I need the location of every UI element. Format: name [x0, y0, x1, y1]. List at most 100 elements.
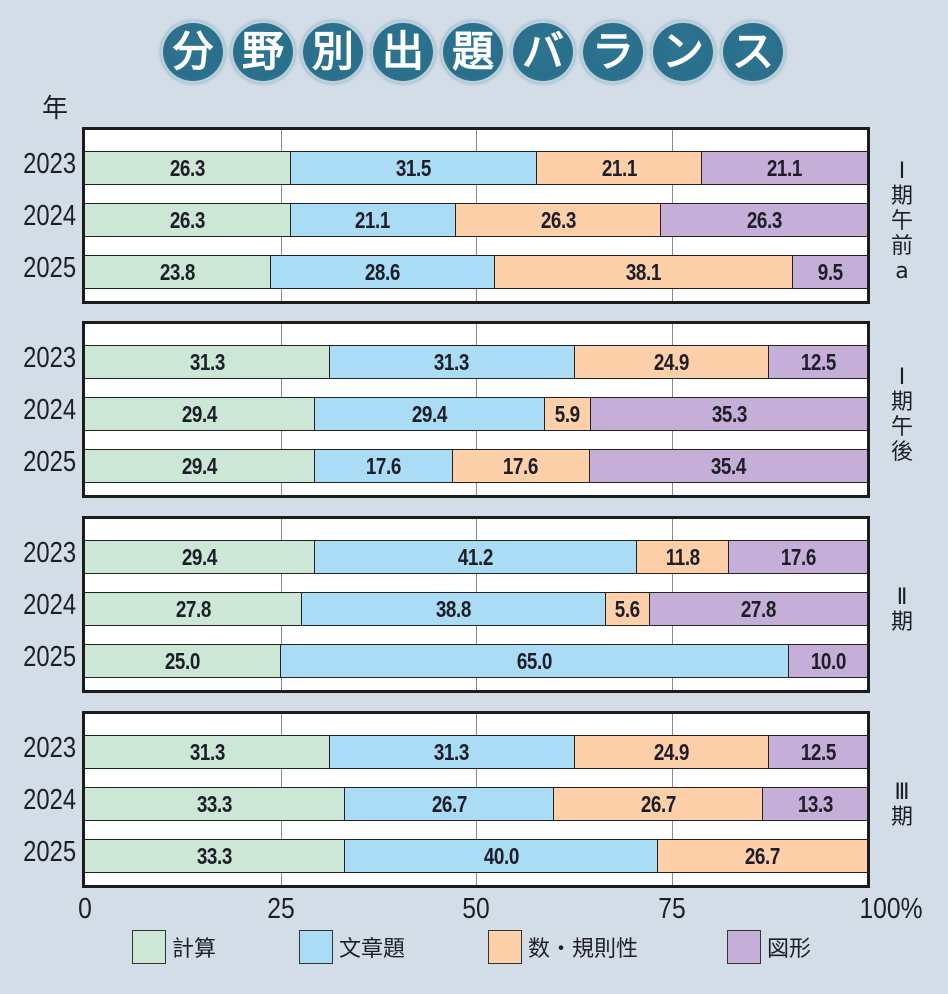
bar-segment-計算: 29.4: [85, 450, 315, 482]
legend-label: 計算: [172, 937, 217, 962]
data-label: 31.3: [434, 738, 470, 765]
data-label: 35.4: [711, 452, 747, 479]
legend-swatch: [488, 930, 522, 964]
bar-segment-数・規則性: 17.6: [452, 450, 591, 482]
bar-segment-文章題: 41.2: [314, 541, 638, 573]
bar-segment-計算: 26.3: [85, 152, 291, 184]
bar-segment-文章題: 31.3: [329, 736, 575, 768]
data-label: 65.0: [516, 647, 552, 674]
data-label: 12.5: [800, 348, 836, 375]
data-label: 33.3: [197, 790, 233, 817]
data-label: 27.8: [740, 595, 776, 622]
year-tick-label: 2024: [23, 589, 77, 621]
x-tick-label: 0: [78, 893, 92, 925]
bar-segment-数・規則性: 38.1: [494, 256, 793, 288]
bar-segment-図形: 21.1: [701, 152, 867, 184]
group-panel: 29.4 41.2 11.8 17.6 27.8 38.8 5.6 27.8 25.0 65.0 1…: [82, 516, 870, 693]
bar-segment-計算: 31.3: [85, 346, 330, 378]
legend-item: 計算: [132, 930, 216, 964]
group-panel: 31.3 31.3 24.9 12.5 29.4 29.4 5.9 35.3 29.4 17.6 1…: [82, 321, 870, 498]
bar-segment-図形: 9.5: [792, 256, 867, 288]
title-char-bubble: 野: [230, 20, 296, 84]
bar-segment-図形: 12.5: [769, 346, 867, 378]
bar-segment-文章題: 29.4: [314, 398, 545, 430]
bar-segment-計算: 31.3: [85, 736, 330, 768]
data-label: 26.3: [746, 206, 782, 233]
bar-segment-図形: 12.5: [769, 736, 867, 768]
bar-row: 29.4 41.2 11.8 17.6: [85, 540, 867, 574]
group-label-char: 期: [890, 610, 913, 635]
group-label-char: a: [895, 258, 909, 284]
data-label: 24.9: [653, 348, 689, 375]
bar-segment-数・規則性: 26.3: [455, 204, 662, 236]
legend: 計算 文章題 数・規則性 図形: [0, 930, 948, 970]
data-label: 26.3: [540, 206, 576, 233]
bar-segment-計算: 26.3: [85, 204, 291, 236]
title-char-bubble: ン: [650, 20, 716, 84]
group-label-char: Ⅱ: [896, 585, 908, 610]
bar-segment-図形: 10.0: [788, 645, 867, 677]
data-label: 24.9: [653, 738, 689, 765]
data-label: 40.0: [483, 842, 519, 869]
bar-segment-文章題: 21.1: [290, 204, 456, 236]
year-tick-label: 2024: [23, 394, 77, 426]
bar-segment-数・規則性: 11.8: [637, 541, 730, 573]
data-label: 29.4: [181, 452, 217, 479]
bar-row: 26.3 21.1 26.3 26.3: [85, 203, 867, 237]
bar-row: 31.3 31.3 24.9 12.5: [85, 735, 867, 769]
title-char-bubble: バ: [510, 20, 576, 84]
x-tick-label: 25: [266, 893, 295, 925]
data-label: 28.6: [364, 258, 400, 285]
data-label: 5.9: [554, 400, 580, 427]
data-label: 33.3: [197, 842, 233, 869]
group-label-char: 期: [890, 183, 913, 209]
bar-segment-図形: 17.6: [729, 541, 867, 573]
title-char-bubble: ラ: [580, 20, 646, 84]
group-label-char: 後: [890, 440, 913, 465]
group-label-char: Ⅰ: [898, 158, 906, 184]
data-label: 27.8: [175, 595, 211, 622]
bar-segment-計算: 25.0: [85, 645, 281, 677]
bar-segment-計算: 29.4: [85, 541, 315, 573]
bar-row: 29.4 17.6 17.6 35.4: [85, 449, 867, 483]
bar-segment-文章題: 31.5: [290, 152, 537, 184]
x-tick-label: 50: [462, 893, 490, 925]
data-label: 17.6: [780, 543, 816, 570]
data-label: 26.3: [169, 206, 205, 233]
year-tick-label: 2023: [23, 732, 77, 764]
year-tick-label: 2023: [23, 342, 77, 374]
bar-segment-数・規則性: 24.9: [574, 736, 770, 768]
x-tick-label: 100%: [859, 893, 923, 925]
x-tick-label: 75: [657, 893, 686, 925]
year-tick-label: 2025: [23, 446, 77, 478]
title-char-bubble: ス: [720, 20, 786, 84]
data-label: 38.8: [436, 595, 472, 622]
legend-swatch: [727, 930, 761, 964]
bar-segment-計算: 33.3: [85, 840, 346, 872]
data-label: 29.4: [181, 400, 217, 427]
title-char-bubble: 題: [440, 20, 506, 84]
group-label-char: 午: [890, 415, 913, 440]
bar-row: 29.4 29.4 5.9 35.3: [85, 397, 867, 431]
legend-label: 文章題: [339, 937, 406, 962]
data-label: 26.7: [745, 842, 781, 869]
bar-segment-図形: 27.8: [649, 593, 867, 625]
data-label: 21.1: [766, 154, 803, 181]
bar-segment-図形: 26.3: [661, 204, 867, 236]
bar-segment-数・規則性: 26.7: [658, 840, 867, 872]
data-label: 41.2: [457, 543, 494, 570]
legend-label: 数・規則性: [528, 937, 639, 962]
bar-segment-文章題: 65.0: [280, 645, 789, 677]
data-label: 21.1: [601, 154, 637, 181]
legend-item: 数・規則性: [488, 930, 638, 964]
data-label: 31.3: [434, 348, 470, 375]
data-label: 31.3: [189, 348, 225, 375]
group-label-char: 前: [890, 233, 913, 259]
year-tick-label: 2024: [23, 784, 77, 816]
bar-segment-計算: 33.3: [85, 788, 346, 820]
bar-segment-数・規則性: 5.6: [605, 593, 650, 625]
year-tick-label: 2023: [23, 537, 77, 569]
year-tick-label: 2023: [23, 148, 77, 180]
